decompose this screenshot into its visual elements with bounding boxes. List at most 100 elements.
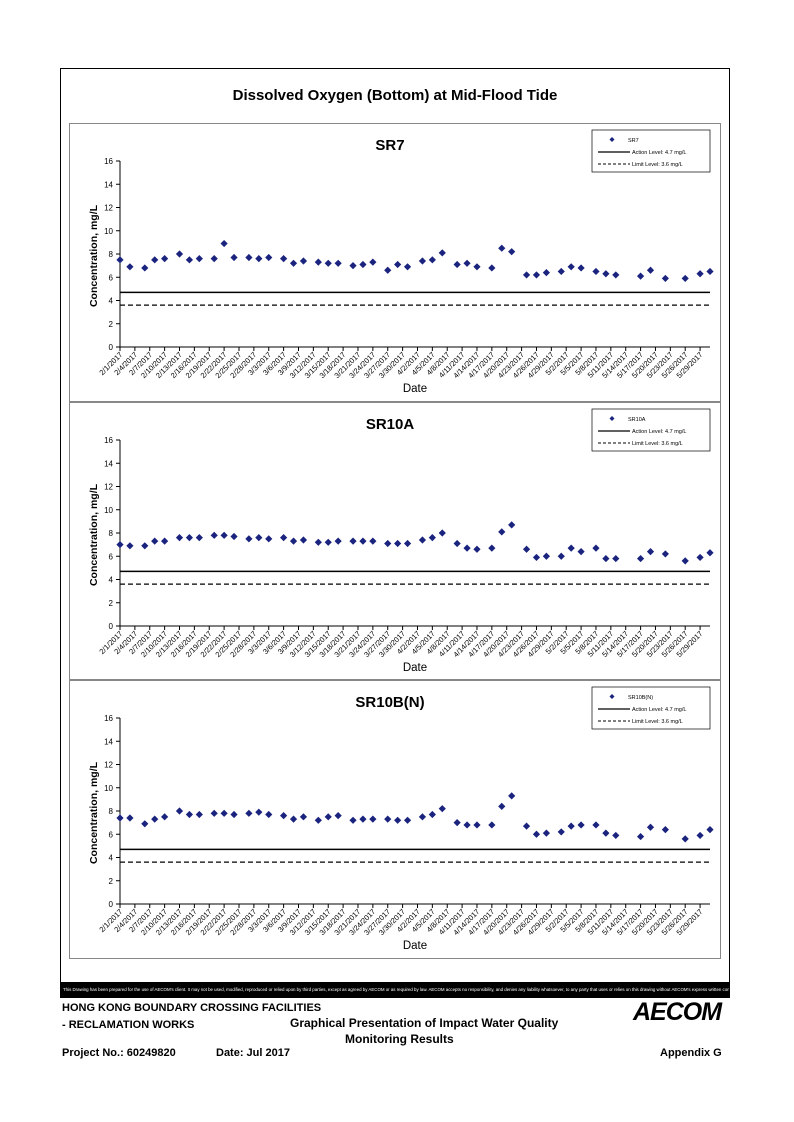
- chart-sr10a: SR10A02468101214162/1/20172/4/20172/7/20…: [88, 408, 714, 674]
- data-point: [289, 259, 298, 267]
- data-point: [394, 539, 402, 548]
- legend-marker: [609, 416, 615, 421]
- chart-panel-sr10b-n: SR10B(N) 0 2 4 6 8 10 12 14 16 2/1/2017 2/4/2017 2/7…: [69, 680, 721, 959]
- y-tick-label: 14: [104, 459, 113, 468]
- data-point: [369, 815, 377, 823]
- data-point: [488, 264, 496, 272]
- chart-panel-sr7: SR7 0 2 4 6 8 10 12 14 16 2/1/2017 2/4/2017 2/7/2017…: [69, 123, 721, 402]
- data-point: [175, 250, 184, 258]
- data-point: [636, 832, 645, 841]
- data-point: [646, 823, 655, 831]
- y-tick-label: 8: [109, 807, 114, 816]
- data-point: [706, 267, 714, 276]
- y-tick-label: 10: [104, 227, 113, 236]
- data-point: [567, 544, 575, 552]
- data-point: [359, 260, 367, 269]
- data-point: [602, 554, 610, 563]
- data-point: [463, 259, 471, 267]
- data-point: [334, 812, 342, 820]
- data-point: [324, 538, 332, 546]
- data-point: [349, 816, 357, 824]
- legend-box: [591, 408, 711, 452]
- data-point: [577, 264, 585, 272]
- data-point: [265, 253, 273, 262]
- data-point: [612, 554, 620, 563]
- data-point: [220, 239, 228, 248]
- data-point: [577, 821, 585, 829]
- data-point: [612, 831, 620, 840]
- data-point: [428, 810, 436, 819]
- data-point: [403, 539, 412, 548]
- y-tick-label: 4: [109, 576, 114, 585]
- data-point: [314, 258, 322, 266]
- data-point: [280, 534, 288, 542]
- data-point: [498, 244, 506, 252]
- data-point: [349, 262, 357, 270]
- data-point: [185, 534, 194, 542]
- data-point: [126, 814, 134, 822]
- y-tick-label: 6: [109, 830, 114, 839]
- y-tick-label: 0: [109, 622, 114, 631]
- y-tick-label: 16: [104, 714, 113, 723]
- data-point: [636, 554, 645, 563]
- data-point: [151, 537, 159, 545]
- data-point: [384, 266, 392, 274]
- data-point: [369, 258, 377, 266]
- y-tick-label: 4: [109, 297, 114, 306]
- project-name-line2: - RECLAMATION WORKS: [62, 1019, 195, 1031]
- data-point: [245, 535, 253, 543]
- data-point: [116, 541, 124, 549]
- data-point: [384, 815, 392, 823]
- y-tick-label: 14: [104, 180, 113, 189]
- data-point: [161, 537, 169, 545]
- chart-panel-sr10a: SR10A 0 2 4 6 8 10 12 14 16 2/1/2017 2/4/2017 2/7/20…: [69, 402, 721, 680]
- data-point: [696, 831, 704, 840]
- y-tick-label: 16: [104, 436, 113, 445]
- data-point: [532, 553, 541, 562]
- data-point: [508, 521, 516, 529]
- data-point: [210, 809, 218, 817]
- data-point: [661, 826, 669, 834]
- legend-box: [591, 686, 711, 730]
- legend-box: [591, 129, 711, 173]
- data-point: [681, 557, 689, 565]
- appendix-label: Appendix G: [660, 1047, 722, 1059]
- drawing-frame: Dissolved Oxygen (Bottom) at Mid-Flood T…: [60, 68, 730, 998]
- data-point: [299, 813, 308, 821]
- data-point: [592, 821, 600, 829]
- data-point: [161, 255, 169, 263]
- data-point: [185, 810, 194, 819]
- data-point: [542, 829, 550, 837]
- data-point: [220, 531, 228, 539]
- data-point: [116, 256, 124, 264]
- data-point: [195, 255, 203, 263]
- data-point: [280, 812, 288, 820]
- data-point: [463, 821, 471, 829]
- y-tick-label: 0: [109, 900, 114, 909]
- description-line1: Graphical Presentation of Impact Water Q…: [290, 1016, 559, 1030]
- data-point: [453, 260, 461, 269]
- data-point: [126, 542, 134, 550]
- y-tick-label: 8: [109, 250, 114, 259]
- data-point: [161, 813, 169, 821]
- legend-label: Action Level: 4.7 mg/L: [632, 429, 686, 435]
- chart-title: SR10A: [366, 416, 415, 433]
- description-line2: Monitoring Results: [345, 1032, 454, 1046]
- y-axis-label: Concentration, mg/L: [88, 761, 100, 864]
- legend-label: SR10B(N): [628, 695, 653, 701]
- data-point: [334, 537, 342, 545]
- data-point: [418, 813, 427, 821]
- data-point: [428, 534, 436, 542]
- data-point: [557, 828, 565, 836]
- y-tick-label: 10: [104, 784, 113, 793]
- project-name-line1: HONG KONG BOUNDARY CROSSING FACILITIES: [62, 1002, 322, 1014]
- legend-label: Limit Level: 3.6 mg/L: [632, 162, 683, 168]
- data-point: [473, 263, 481, 271]
- data-point: [661, 550, 669, 558]
- y-tick-label: 14: [104, 737, 113, 746]
- data-point: [706, 826, 714, 834]
- data-point: [438, 249, 446, 257]
- legend-label: Limit Level: 3.6 mg/L: [632, 441, 683, 447]
- data-point: [324, 259, 332, 267]
- chart-sr10b-n: SR10B(N)02468101214162/1/20172/4/20172/7…: [88, 686, 714, 952]
